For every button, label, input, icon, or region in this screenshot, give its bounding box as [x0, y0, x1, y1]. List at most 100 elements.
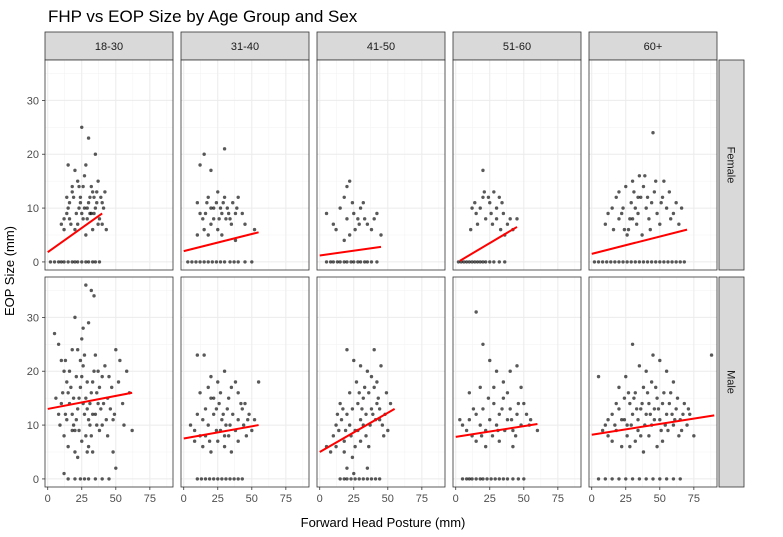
data-point [660, 195, 665, 200]
panel-border [316, 276, 446, 488]
data-point [369, 477, 374, 481]
data-point [362, 260, 367, 264]
data-point [114, 466, 118, 470]
data-point [625, 233, 629, 237]
data-point [481, 342, 485, 347]
x-tick-label: 75 [416, 493, 428, 505]
trend-line [47, 391, 133, 410]
trend-line [183, 424, 259, 440]
data-point [241, 423, 246, 427]
data-point [334, 227, 338, 232]
data-point [114, 347, 118, 352]
data-point [252, 227, 257, 232]
data-point [59, 260, 64, 264]
data-point [511, 444, 515, 449]
data-point [643, 174, 647, 178]
data-point [678, 477, 682, 481]
data-point [467, 477, 472, 481]
data-point [636, 195, 640, 200]
panel-male-60 [588, 276, 718, 488]
x-tick-label: 75 [144, 493, 156, 505]
data-point [625, 423, 629, 427]
trend-line [455, 423, 538, 438]
data-point [211, 477, 216, 481]
data-point [80, 439, 84, 443]
data-point [648, 412, 652, 417]
data-point [596, 260, 601, 264]
data-point [619, 211, 624, 216]
data-point [239, 401, 243, 406]
strip-female [718, 59, 745, 271]
data-point [632, 396, 636, 400]
data-point [221, 200, 225, 205]
data-point [86, 321, 91, 325]
data-point [214, 260, 219, 264]
data-point [485, 477, 489, 481]
data-point [658, 477, 662, 481]
strip-label-female: Female [725, 147, 737, 184]
data-point [596, 477, 601, 481]
data-point [206, 385, 210, 390]
data-point [93, 477, 98, 481]
data-point [218, 206, 223, 210]
panel-border [452, 59, 582, 271]
data-point [675, 396, 680, 400]
data-point [77, 428, 81, 433]
strip-41-50 [316, 31, 446, 61]
data-point [63, 412, 68, 417]
data-point [236, 417, 240, 422]
data-point [80, 211, 84, 216]
data-point [77, 396, 81, 400]
data-point [236, 195, 240, 200]
data-point [65, 195, 69, 200]
data-point [467, 417, 472, 422]
data-point [350, 407, 355, 411]
data-point [209, 450, 213, 454]
data-point [347, 233, 352, 237]
data-point [622, 227, 627, 232]
data-point [358, 439, 363, 443]
data-point [211, 217, 216, 221]
data-point [89, 211, 93, 216]
data-point [231, 200, 235, 205]
x-tick-label: 0 [317, 493, 323, 505]
data-point [73, 428, 77, 433]
data-point [647, 217, 651, 221]
chart-title: FHP vs EOP Size by Age Group and Sex [48, 7, 358, 26]
panel-female-60 [588, 59, 718, 271]
data-point [626, 391, 631, 395]
data-point [84, 233, 88, 237]
data-point [104, 417, 108, 422]
data-point [622, 396, 627, 400]
data-point [228, 260, 232, 264]
data-point [640, 401, 644, 406]
data-point [331, 434, 336, 438]
data-point [96, 401, 100, 406]
data-point [211, 412, 216, 417]
data-point [235, 206, 239, 210]
data-point [606, 434, 610, 438]
data-point [67, 217, 72, 221]
data-point [66, 444, 70, 449]
data-point [194, 260, 198, 264]
data-point [515, 364, 519, 368]
data-point [600, 428, 605, 433]
data-point [372, 385, 376, 390]
data-point [369, 260, 374, 264]
data-point [489, 211, 493, 216]
data-point [508, 369, 512, 373]
panel-female-41-50 [316, 59, 446, 271]
data-point [342, 260, 346, 264]
data-point [88, 195, 92, 200]
panel-border [180, 276, 310, 488]
data-point [375, 211, 379, 216]
data-point [95, 200, 99, 205]
data-point [613, 260, 617, 264]
data-point [334, 444, 338, 449]
data-point [629, 260, 633, 264]
data-point [600, 260, 605, 264]
data-point [685, 423, 689, 427]
x-tick-label: 25 [212, 493, 224, 505]
data-point [84, 396, 88, 400]
